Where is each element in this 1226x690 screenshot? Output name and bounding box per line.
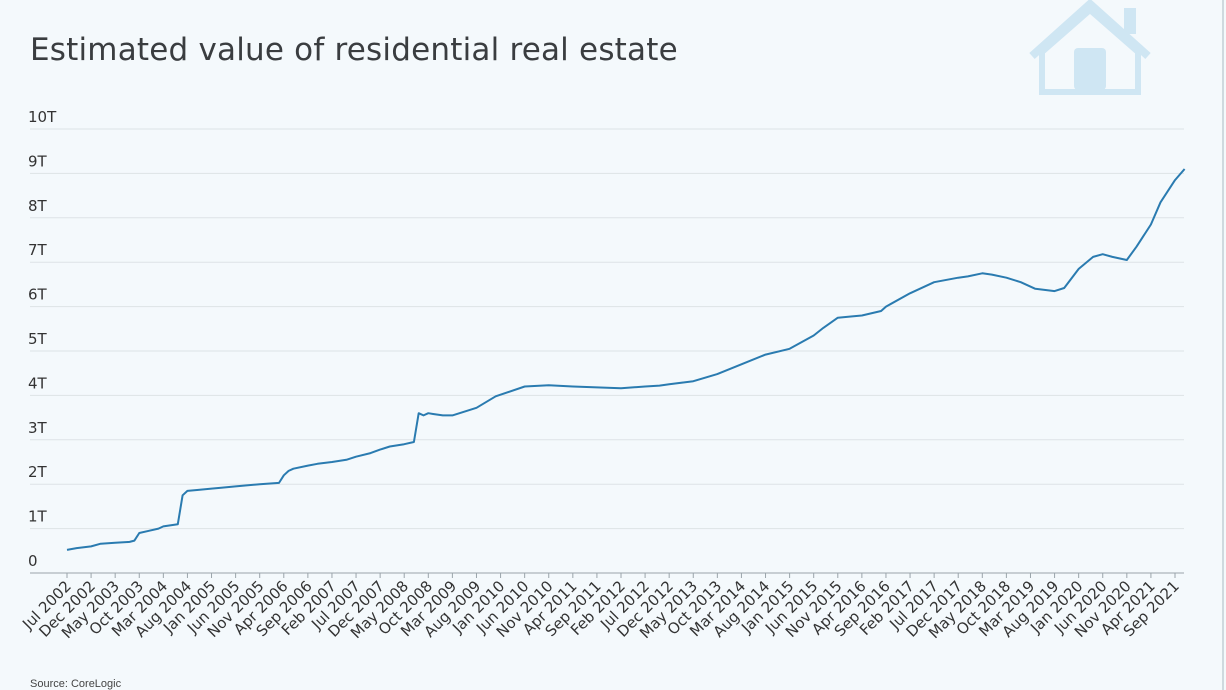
series-layer	[66, 168, 1186, 551]
grid-lines	[30, 128, 1184, 574]
house-icon	[1029, 0, 1151, 95]
y-tick-label: 0	[28, 552, 38, 570]
series-line	[66, 168, 1186, 551]
y-axis-ticks: 0 1T 2T 3T 4T 5T 6T 7T 8T 9T 10T	[28, 108, 57, 570]
y-tick-label: 8T	[28, 197, 48, 215]
y-tick-label: 4T	[28, 374, 48, 392]
y-tick-label: 10T	[28, 108, 57, 126]
y-tick-label: 3T	[28, 419, 48, 437]
y-tick-label: 9T	[28, 152, 48, 170]
y-tick-label: 6T	[28, 286, 48, 304]
y-tick-label: 5T	[28, 330, 48, 348]
y-tick-label: 2T	[28, 463, 48, 481]
y-tick-label: 7T	[28, 241, 48, 259]
y-tick-label: 1T	[28, 508, 48, 526]
chart-title: Estimated value of residential real esta…	[30, 32, 678, 68]
source-note: Source: CoreLogic	[30, 678, 122, 690]
